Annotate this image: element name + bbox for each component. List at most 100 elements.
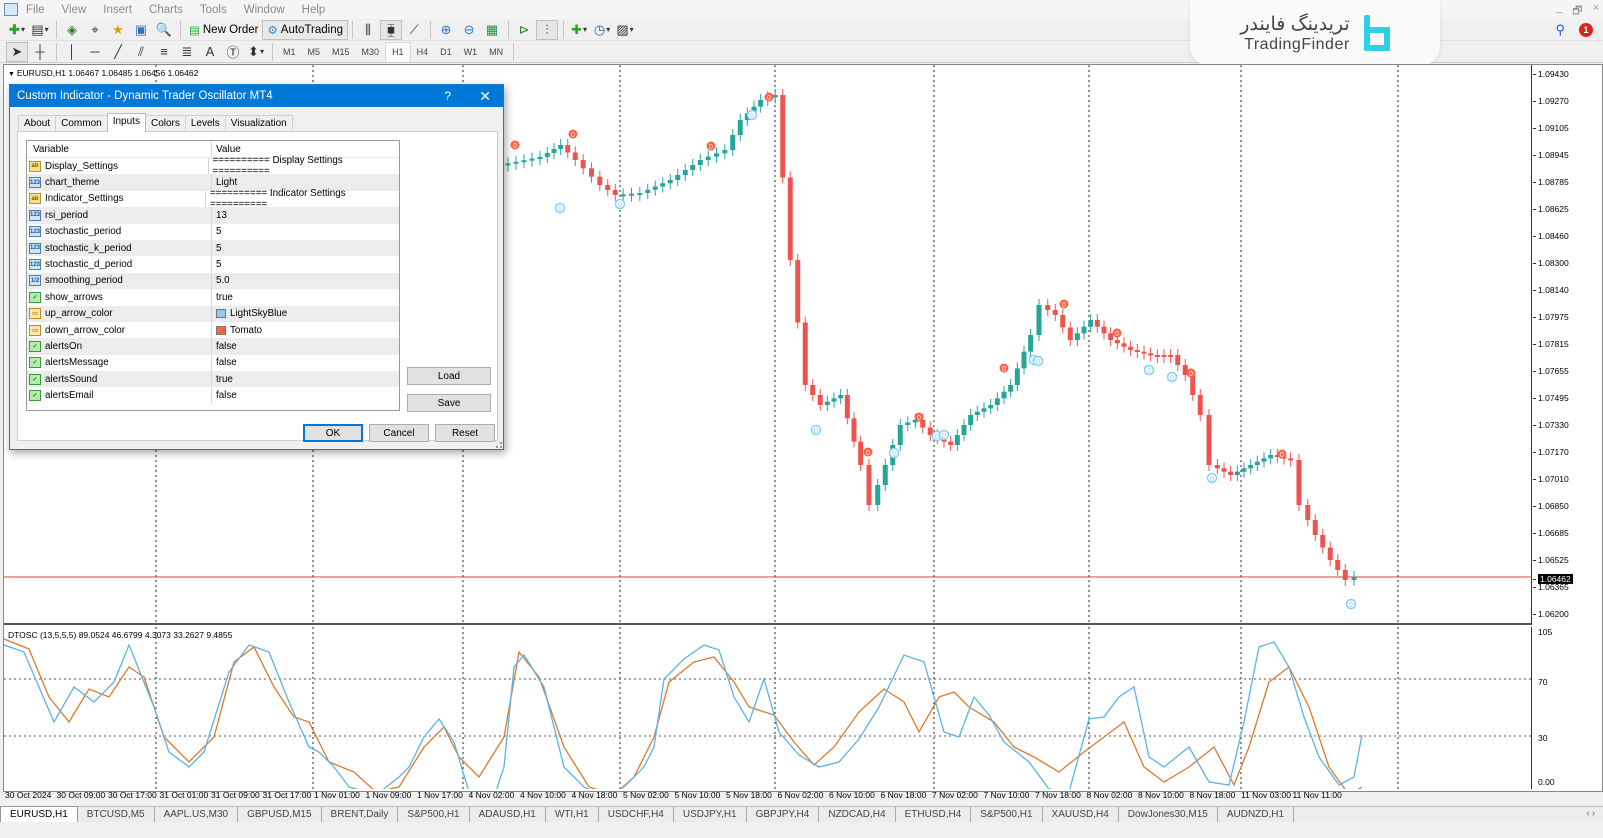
tab-inputs[interactable]: Inputs xyxy=(106,113,146,132)
equidistant-channel-icon[interactable]: ⫽ xyxy=(138,43,144,59)
auto-scroll-icon[interactable]: ⊳ xyxy=(518,21,530,37)
timeframe-h1[interactable]: H1 xyxy=(385,41,411,62)
arrows-icon[interactable]: ⬍ xyxy=(245,42,267,62)
input-value-cell[interactable]: ========== Indicator Settings ========== xyxy=(206,188,399,210)
tab-common[interactable]: Common xyxy=(55,115,108,132)
input-value-cell[interactable]: 5.0 xyxy=(212,275,230,286)
zoom-in-icon[interactable]: ⊕ xyxy=(440,21,452,37)
timeframe-d1[interactable]: D1 xyxy=(440,46,452,57)
input-row[interactable]: ab Indicator_Settings ========== Indicator… xyxy=(27,188,399,210)
search-icon[interactable]: ⚲ xyxy=(1555,22,1565,37)
symbol-tab[interactable]: S&P500,H1 xyxy=(971,807,1043,822)
symbol-tab[interactable]: ETHUSD,H4 xyxy=(896,807,972,822)
chart-shift-icon[interactable]: ⫶ xyxy=(536,19,559,40)
line-chart-icon[interactable]: ⟋ xyxy=(409,21,419,37)
restore-button[interactable]: 🗗 xyxy=(1572,5,1583,17)
cursor-icon[interactable]: ➤ xyxy=(6,41,28,62)
input-row[interactable]: ✓ alertsEmail false xyxy=(27,387,399,404)
navigator-icon[interactable]: ★ xyxy=(112,21,124,37)
input-row[interactable]: ✓ alertsSound true xyxy=(27,371,399,388)
input-row[interactable]: 123 stochastic_d_period 5 xyxy=(27,256,399,273)
timeframe-h4[interactable]: H4 xyxy=(416,46,429,57)
symbol-tab[interactable]: USDCHF,H4 xyxy=(599,807,674,822)
tile-windows-icon[interactable]: ▦ xyxy=(485,21,499,37)
tab-visualization[interactable]: Visualization xyxy=(224,115,293,132)
symbol-tab[interactable]: AUDNZD,H1 xyxy=(1218,807,1295,822)
market-watch-icon[interactable]: ◈ xyxy=(67,21,77,37)
menu-charts[interactable]: Charts xyxy=(149,3,183,16)
resize-grip[interactable] xyxy=(496,442,502,448)
trendline-icon[interactable]: ╱ xyxy=(114,43,122,59)
reset-button[interactable]: Reset xyxy=(435,424,495,442)
oscillator-panel[interactable]: DTOSC (13,5,5,5) 89.0524 46.6799 4.3073 … xyxy=(4,627,1532,789)
input-row[interactable]: ▭ up_arrow_color LightSkyBlue xyxy=(27,305,399,322)
profiles-icon[interactable]: ▤ xyxy=(29,20,51,40)
load-button[interactable]: Load xyxy=(407,367,491,385)
templates-icon[interactable]: ▨ xyxy=(614,20,636,40)
new-order-button[interactable]: ▤ New Order xyxy=(189,23,259,37)
save-button[interactable]: Save xyxy=(407,394,491,412)
input-value-cell[interactable]: LightSkyBlue xyxy=(212,308,287,319)
symbol-tab[interactable]: USDJPY,H1 xyxy=(674,807,747,822)
dialog-titlebar[interactable]: Custom Indicator - Dynamic Trader Oscill… xyxy=(10,85,503,107)
symbol-tab[interactable]: DowJones30,M15 xyxy=(1119,807,1218,822)
bar-chart-icon[interactable]: ⫼ xyxy=(365,21,372,37)
new-chart-icon[interactable]: ✚ xyxy=(6,20,28,40)
terminal-icon[interactable]: ▣ xyxy=(134,21,148,37)
fibonacci-icon[interactable]: ≡ xyxy=(160,44,168,59)
autotrading-button[interactable]: ⚙ AutoTrading xyxy=(262,19,349,40)
text-label-icon[interactable]: Ⓣ xyxy=(226,45,240,60)
input-row[interactable]: 1/2 smoothing_period 5.0 xyxy=(27,272,399,290)
input-row[interactable]: 123 stochastic_period 5 xyxy=(27,223,399,240)
close-window-button[interactable]: × xyxy=(1592,2,1599,14)
tab-colors[interactable]: Colors xyxy=(144,115,186,132)
input-row[interactable]: 123 chart_theme Light xyxy=(27,174,399,191)
help-button[interactable]: ? xyxy=(444,89,451,103)
cancel-button[interactable]: Cancel xyxy=(369,424,429,442)
input-value-cell[interactable]: 5 xyxy=(212,226,221,237)
notifications-badge[interactable]: 1 xyxy=(1579,23,1593,37)
menu-insert[interactable]: Insert xyxy=(103,3,133,16)
timeframe-m1[interactable]: M1 xyxy=(283,46,296,57)
candlestick-icon[interactable]: ⧯ xyxy=(380,19,403,40)
timeframe-mn[interactable]: MN xyxy=(489,46,504,57)
input-value-cell[interactable]: true xyxy=(212,292,233,303)
dialog-close-button[interactable]: ✕ xyxy=(479,87,491,104)
tab-scroll-arrows[interactable]: ‹ › xyxy=(1586,808,1596,818)
price-chart[interactable]: 000000000000000000000000 ▼ EURUSD,H1 1.0… xyxy=(4,65,1532,625)
menu-window[interactable]: Window xyxy=(243,3,285,16)
ok-button[interactable]: OK xyxy=(303,424,363,442)
input-value-cell[interactable]: true xyxy=(212,374,233,385)
zoom-out-icon[interactable]: ⊖ xyxy=(463,21,475,37)
tab-about[interactable]: About xyxy=(18,115,57,132)
menu-file[interactable]: File xyxy=(26,3,45,16)
input-row[interactable]: ▭ down_arrow_color Tomato xyxy=(27,321,399,339)
menu-help[interactable]: Help xyxy=(301,3,326,16)
input-row[interactable]: 123 rsi_period 13 xyxy=(27,207,399,224)
crosshair-icon[interactable]: ┼ xyxy=(35,44,45,59)
input-value-cell[interactable]: ========== Display Settings ========== xyxy=(209,155,399,177)
tab-levels[interactable]: Levels xyxy=(184,115,226,132)
input-value-cell[interactable]: 13 xyxy=(212,210,227,221)
input-row[interactable]: ✓ alertsOn false xyxy=(27,338,399,355)
menu-tools[interactable]: Tools xyxy=(199,3,227,16)
symbol-tab[interactable]: WTI,H1 xyxy=(546,807,599,822)
strategy-tester-icon[interactable]: 🔍 xyxy=(155,21,173,37)
input-value-cell[interactable]: false xyxy=(212,357,237,368)
input-value-cell[interactable]: 5 xyxy=(212,243,221,254)
symbol-tab[interactable]: XAUUSD,H4 xyxy=(1043,807,1119,822)
symbol-tab[interactable]: AAPL.US,M30 xyxy=(155,807,239,822)
input-value-cell[interactable]: false xyxy=(212,341,237,352)
input-value-cell[interactable]: false xyxy=(212,390,237,401)
input-row[interactable]: ✓ alertsMessage false xyxy=(27,354,399,372)
indicators-icon[interactable]: ✚ xyxy=(568,20,590,40)
symbol-tab[interactable]: BRENT,Daily xyxy=(322,807,399,822)
data-window-icon[interactable]: ⌖ xyxy=(91,21,99,37)
vertical-line-icon[interactable]: │ xyxy=(67,44,77,59)
input-row[interactable]: 123 stochastic_k_period 5 xyxy=(27,239,399,257)
horizontal-line-icon[interactable]: ─ xyxy=(90,44,100,59)
menu-view[interactable]: View xyxy=(61,3,87,16)
symbol-tab[interactable]: NZDCAD,H4 xyxy=(819,807,896,822)
input-value-cell[interactable]: Light xyxy=(212,177,237,188)
fibo-fan-icon[interactable]: ≣ xyxy=(181,43,193,59)
